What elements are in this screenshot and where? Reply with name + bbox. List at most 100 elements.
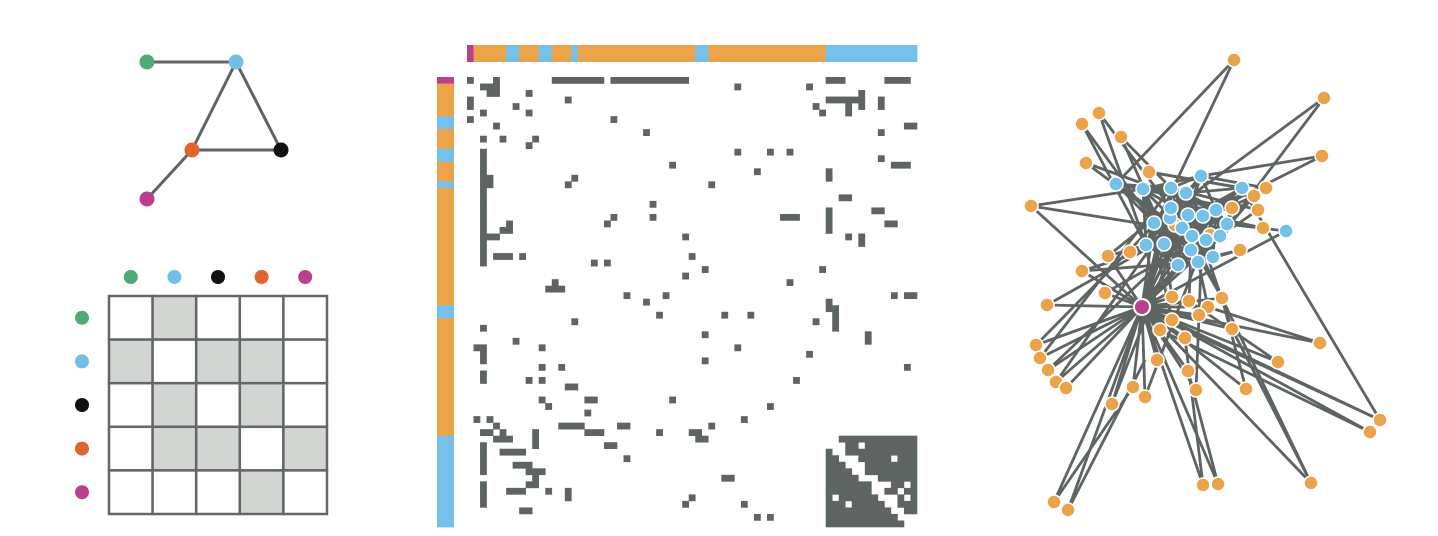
matrix-entry <box>610 77 618 84</box>
matrix-entry <box>832 305 840 313</box>
matrix-entry <box>877 129 885 136</box>
blue-node <box>1138 237 1154 253</box>
orange-node <box>1028 337 1044 353</box>
matrix-entry <box>506 448 513 456</box>
orange-node <box>1312 335 1328 351</box>
matrix-entry <box>656 77 663 84</box>
matrix-entry <box>864 468 872 476</box>
hub-node-magenta <box>1133 298 1151 316</box>
community-bar-left <box>437 148 454 163</box>
matrix-entry <box>603 442 611 450</box>
matrix-entry <box>864 435 872 443</box>
orange-node <box>1149 352 1165 368</box>
matrix-entry <box>903 363 911 371</box>
graph-edge <box>1141 188 1148 246</box>
matrix-entry <box>825 305 833 313</box>
matrix-entry <box>734 344 742 352</box>
orange-node <box>1125 379 1141 395</box>
matrix-entry <box>590 259 598 267</box>
matrix-entry <box>903 435 911 443</box>
matrix-entry <box>558 422 566 430</box>
matrix-entry <box>851 500 859 508</box>
community-bar-top <box>538 45 553 62</box>
matrix-entry <box>493 422 500 430</box>
matrix-entry <box>903 442 911 450</box>
matrix-entry <box>890 487 898 495</box>
matrix-entry <box>480 233 487 241</box>
matrix-entry <box>864 481 872 489</box>
graph-edge <box>1174 323 1381 422</box>
matrix-cell <box>238 338 285 385</box>
matrix-entry <box>838 474 846 482</box>
graph-edge <box>1140 306 1220 485</box>
matrix-entry <box>603 220 611 228</box>
matrix-entry <box>538 344 546 352</box>
matrix-entry <box>512 487 520 495</box>
community-bar-left <box>437 116 454 130</box>
matrix-entry <box>610 442 618 450</box>
matrix-entry <box>890 442 898 450</box>
matrix-entry <box>480 174 487 182</box>
matrix-entry <box>708 181 716 189</box>
matrix-entry <box>832 487 840 495</box>
matrix-entry <box>851 481 859 489</box>
blue-node <box>1163 200 1179 216</box>
matrix-entry <box>903 487 911 495</box>
matrix-entry <box>682 272 690 280</box>
matrix-entry <box>734 83 742 91</box>
matrix-entry <box>910 487 918 495</box>
matrix-entry <box>864 461 872 469</box>
matrix-entry <box>701 331 709 339</box>
matrix-entry <box>753 513 761 521</box>
matrix-entry <box>858 513 866 521</box>
matrix-entry <box>832 455 840 463</box>
community-bar-top <box>571 45 579 62</box>
matrix-entry <box>825 520 833 528</box>
blue-node <box>1195 208 1211 224</box>
matrix-entry <box>851 442 859 450</box>
graph-edge <box>1066 306 1144 511</box>
matrix-entry <box>903 474 911 482</box>
orange-node <box>1074 116 1090 132</box>
matrix-entry <box>858 103 866 110</box>
matrix-entry <box>662 292 670 300</box>
matrix-entry <box>701 357 709 365</box>
graph-edge <box>1183 337 1205 486</box>
matrix-entry <box>493 90 500 97</box>
matrix-entry <box>838 461 846 469</box>
matrix-entry <box>897 500 905 508</box>
matrix-entry <box>480 357 487 365</box>
graph-edge <box>1194 314 1201 391</box>
orange-node <box>1250 202 1266 218</box>
graph-edge <box>145 148 194 201</box>
matrix-entry <box>890 520 898 528</box>
orange-node <box>1074 263 1090 279</box>
matrix-entry <box>910 507 918 515</box>
blue-node <box>1193 168 1209 184</box>
matrix-cell <box>282 469 329 516</box>
matrix-entry <box>564 181 572 189</box>
matrix-entry <box>897 448 905 456</box>
graph-edge <box>1052 306 1144 503</box>
community-bar-left <box>437 318 454 437</box>
matrix-entry <box>832 324 840 332</box>
matrix-entry <box>871 468 879 476</box>
orange-node <box>1191 307 1207 323</box>
matrix-entry <box>832 96 840 104</box>
matrix-entry <box>910 455 918 463</box>
matrix-entry <box>740 500 748 508</box>
graph-edge <box>1140 222 1156 308</box>
matrix-entry <box>480 187 487 195</box>
matrix-entry <box>877 468 885 476</box>
matrix-entry <box>838 513 846 521</box>
matrix-entry <box>532 442 540 450</box>
matrix-entry <box>662 77 670 84</box>
matrix-entry <box>825 220 833 228</box>
matrix-entry <box>525 481 533 489</box>
matrix-entry <box>871 500 879 508</box>
matrix-entry <box>812 318 820 326</box>
matrix-cell <box>282 294 329 341</box>
matrix-entry <box>884 448 892 456</box>
blue-node <box>1219 216 1235 232</box>
blue-node <box>1205 249 1221 265</box>
